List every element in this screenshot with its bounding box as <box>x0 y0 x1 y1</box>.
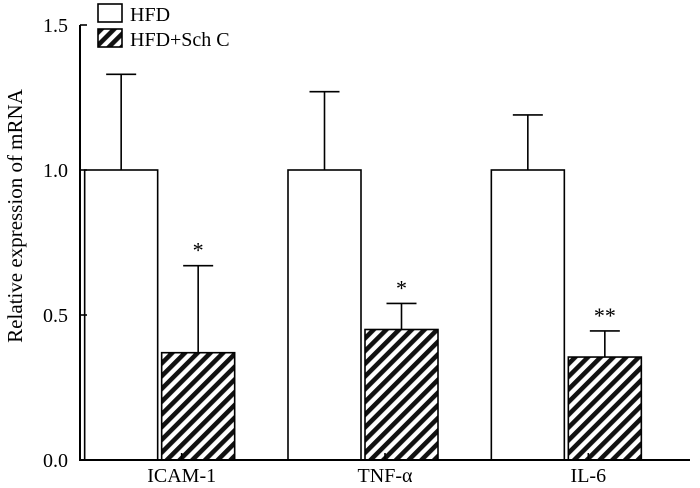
x-tick-label: TNF-α <box>358 465 413 487</box>
x-tick-label: IL-6 <box>571 465 607 487</box>
bar <box>83 169 159 461</box>
bar <box>567 356 643 461</box>
legend-label: HFD+Sch C <box>130 29 230 51</box>
y-tick-label: 1.0 <box>43 160 68 182</box>
x-axis: ICAM-1 TNF-α IL-6 <box>79 453 690 487</box>
plot-area: **** <box>83 73 643 461</box>
bar <box>490 169 566 461</box>
y-axis: 0.0 0.5 1.0 1.5 <box>43 15 87 472</box>
bar <box>287 169 362 461</box>
y-axis-label: Relative expression of mRNA <box>3 88 27 343</box>
legend-swatch <box>97 3 123 23</box>
significance-label: * <box>193 238 204 263</box>
legend: HFD HFD+Sch C <box>97 3 230 51</box>
legend-swatch <box>97 28 123 48</box>
significance-label: * <box>396 275 407 300</box>
x-tick-label: ICAM-1 <box>147 465 216 487</box>
y-tick-label: 0.5 <box>43 305 68 327</box>
bar <box>160 351 236 461</box>
bar <box>364 328 439 461</box>
significance-label: ** <box>594 303 616 328</box>
y-tick-label: 0.0 <box>43 450 68 472</box>
y-tick-label: 1.5 <box>43 15 68 37</box>
legend-label: HFD <box>130 4 170 26</box>
